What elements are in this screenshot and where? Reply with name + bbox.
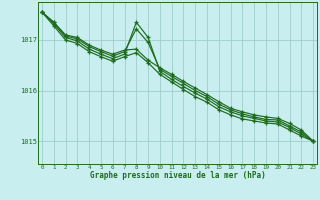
X-axis label: Graphe pression niveau de la mer (hPa): Graphe pression niveau de la mer (hPa) [90,171,266,180]
